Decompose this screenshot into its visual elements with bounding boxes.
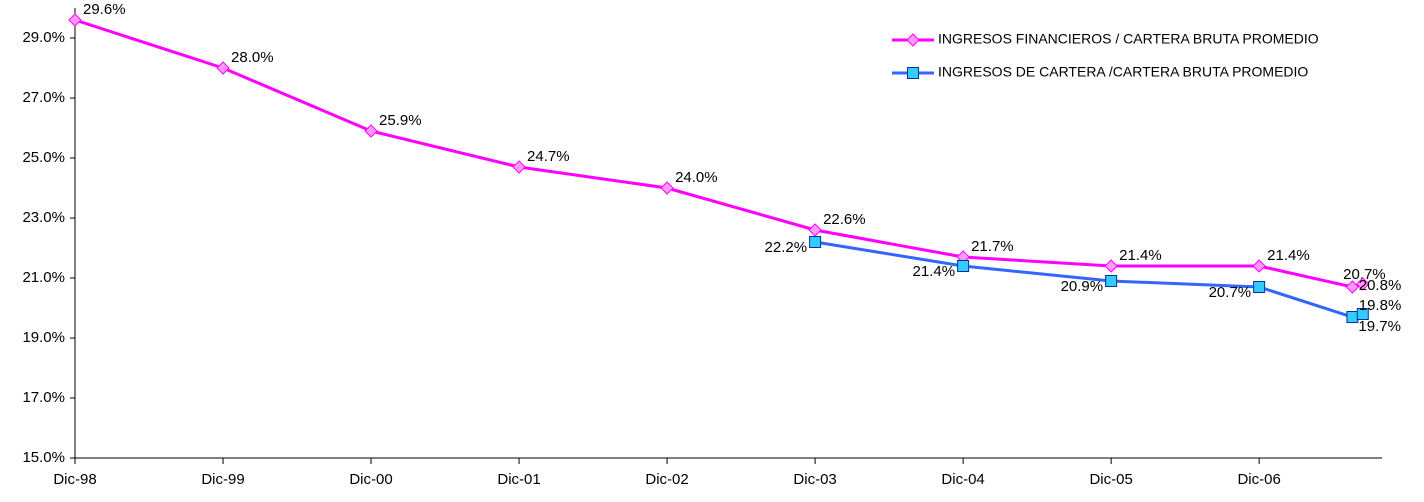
point	[957, 260, 970, 272]
y-tick-label: 25.0%	[22, 149, 65, 166]
point	[68, 13, 82, 27]
x-tick-label: Dic-02	[645, 471, 688, 488]
point	[1356, 308, 1369, 320]
value-label: 21.4%	[913, 263, 956, 280]
point	[1345, 280, 1360, 294]
value-label: 28.0%	[231, 49, 274, 66]
value-label: 25.9%	[379, 112, 422, 129]
y-tick-label: 17.0%	[22, 389, 65, 406]
point	[1253, 281, 1266, 293]
x-tick-label: Dic-05	[1089, 471, 1132, 488]
value-label: 21.4%	[1119, 247, 1162, 264]
y-tick-label: 23.0%	[22, 209, 65, 226]
x-tick-label: Dic-06	[1237, 471, 1280, 488]
point	[512, 160, 526, 174]
y-tick-label: 15.0%	[22, 449, 65, 466]
value-label: 20.8%	[1359, 277, 1402, 294]
point	[216, 61, 230, 75]
legend-label: INGRESOS FINANCIEROS / CARTERA BRUTA PRO…	[938, 31, 1319, 47]
x-tick-label: Dic-01	[497, 471, 540, 488]
legend-marker	[906, 33, 920, 47]
legend-marker	[907, 67, 919, 79]
point	[1252, 259, 1266, 273]
point	[808, 223, 822, 237]
value-label: 20.7%	[1209, 284, 1252, 301]
value-label: 19.7%	[1358, 318, 1401, 335]
value-label: 22.2%	[765, 239, 808, 256]
x-tick-label: Dic-04	[941, 471, 984, 488]
x-tick-label: Dic-99	[201, 471, 244, 488]
value-label: 19.8%	[1359, 297, 1402, 314]
point	[809, 236, 822, 248]
point	[660, 181, 674, 195]
value-label: 24.0%	[675, 169, 718, 186]
value-label: 21.7%	[971, 238, 1014, 255]
value-label: 22.6%	[823, 211, 866, 228]
value-label: 29.6%	[83, 1, 126, 18]
value-label: 21.4%	[1267, 247, 1310, 264]
point	[1104, 259, 1118, 273]
point	[1356, 277, 1370, 291]
legend-label: INGRESOS DE CARTERA /CARTERA BRUTA PROME…	[938, 64, 1308, 80]
y-tick-label: 21.0%	[22, 269, 65, 286]
y-tick-label: 27.0%	[22, 89, 65, 106]
value-label: 20.9%	[1061, 278, 1104, 295]
value-label: 20.7%	[1343, 266, 1386, 283]
point	[1346, 311, 1359, 323]
y-tick-label: 19.0%	[22, 329, 65, 346]
point	[1105, 275, 1118, 287]
point	[364, 124, 378, 138]
x-tick-label: Dic-98	[53, 471, 96, 488]
y-tick-label: 29.0%	[22, 29, 65, 46]
value-label: 24.7%	[527, 148, 570, 165]
x-tick-label: Dic-03	[793, 471, 836, 488]
x-tick-label: Dic-00	[349, 471, 392, 488]
